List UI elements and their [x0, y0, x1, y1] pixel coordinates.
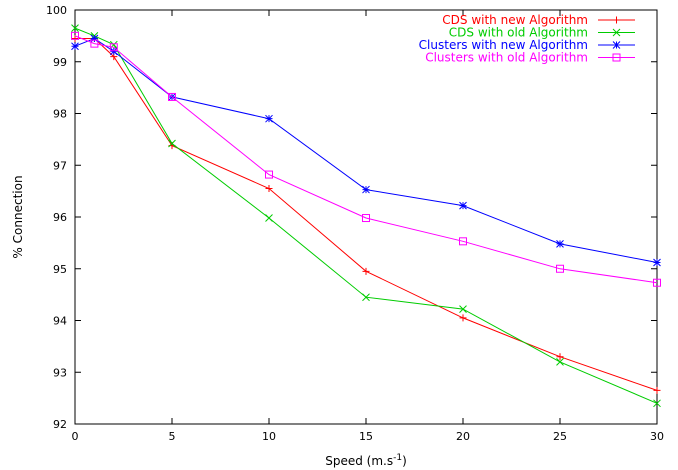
series-line	[74, 37, 658, 263]
axis-ticks: 0 5 10 15 20 25 30 92 93 94 95 96 97 98 99 100	[46, 4, 664, 443]
data-point	[653, 386, 661, 394]
legend-label: CDS with old Algorithm	[449, 26, 588, 40]
data-point	[362, 214, 370, 223]
legend-marker	[612, 53, 621, 62]
data-point	[362, 185, 370, 194]
data-point	[653, 258, 661, 267]
legend-marker	[612, 28, 621, 37]
series-line	[74, 35, 658, 284]
data-point	[168, 92, 176, 101]
series-3	[71, 34, 661, 267]
y-tick-label: 94	[53, 315, 67, 328]
plot-frame	[74, 9, 658, 425]
data-point	[459, 305, 467, 313]
data-point	[71, 42, 79, 51]
x-axis-title: Speed (m.s-1)	[325, 453, 407, 468]
y-tick-label: 92	[53, 418, 67, 431]
series-line	[74, 27, 658, 404]
data-point	[556, 353, 564, 361]
data-point	[90, 34, 99, 43]
data-point	[556, 264, 564, 273]
legend-label: CDS with new Algorithm	[442, 13, 588, 27]
data-point	[265, 114, 273, 123]
legend-marker	[613, 16, 620, 24]
x-tick-label: 20	[456, 430, 470, 443]
data-point	[71, 31, 79, 40]
data-point	[265, 185, 273, 193]
x-tick-label: 5	[169, 430, 176, 443]
y-tick-label: 95	[53, 263, 67, 276]
data-point	[265, 214, 273, 222]
y-axis-title: % Connection	[11, 175, 25, 258]
legend-label: Clusters with old Algorithm	[425, 51, 588, 65]
x-tick-label: 30	[650, 430, 664, 443]
data-point	[653, 399, 661, 408]
data-point	[109, 47, 118, 56]
data-point	[362, 293, 370, 302]
series-layer	[71, 24, 661, 408]
y-tick-label: 93	[53, 366, 67, 379]
data-point	[653, 278, 661, 287]
series-4	[71, 31, 661, 287]
data-point	[459, 314, 467, 322]
data-point	[459, 237, 467, 246]
data-point	[556, 358, 564, 366]
data-point	[71, 24, 79, 32]
x-tick-label: 10	[262, 430, 276, 443]
y-tick-label: 97	[53, 159, 67, 172]
x-axis-title-superscript: -1	[393, 453, 402, 463]
legend-label: Clusters with new Algorithm	[419, 38, 588, 52]
x-axis-title-close: )	[402, 454, 407, 468]
data-point	[109, 43, 118, 52]
x-tick-label: 15	[359, 430, 373, 443]
data-point	[362, 267, 370, 275]
y-tick-label: 100	[46, 4, 67, 17]
x-tick-label: 25	[553, 430, 567, 443]
data-point	[459, 201, 467, 210]
y-tick-label: 96	[53, 211, 67, 224]
y-tick-label: 99	[53, 56, 67, 69]
x-tick-label: 0	[72, 430, 79, 443]
data-point	[90, 39, 99, 48]
data-point	[168, 139, 176, 148]
x-axis-title-main: Speed (m.s	[325, 454, 393, 468]
legend-marker	[612, 41, 621, 49]
data-point	[265, 170, 273, 179]
y-tick-label: 98	[53, 108, 67, 121]
series-2	[71, 24, 661, 408]
data-point	[556, 240, 564, 248]
